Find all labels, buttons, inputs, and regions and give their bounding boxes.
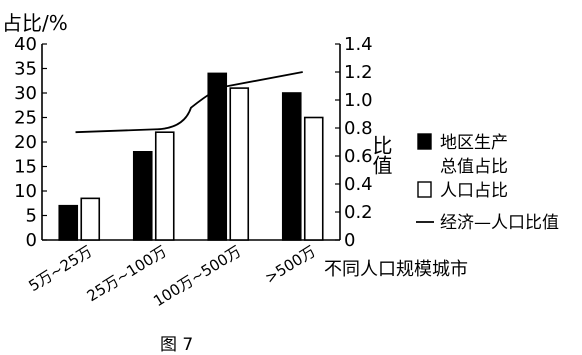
y2-tick-label-4: 0.8	[344, 118, 373, 139]
y2-axis-title: 比值	[369, 135, 393, 175]
y-tick-label-3: 15	[14, 157, 37, 178]
bar-gdp-1	[132, 151, 153, 241]
y-tick-label-6: 30	[14, 83, 37, 104]
x-axis-title: 不同人口规模城市	[324, 259, 468, 280]
y-tick-label-0: 0	[26, 230, 37, 251]
legend-label-pop: 人口占比	[440, 181, 508, 201]
legend-label-gdp-line2: 总值占比	[440, 157, 508, 177]
bar-pop-0	[80, 197, 101, 241]
bar-pop-2	[229, 87, 250, 241]
bars	[58, 72, 324, 241]
y-tick-label-1: 5	[26, 206, 37, 227]
bar-pop-1	[154, 131, 175, 241]
y2-tick-label-5: 1.0	[344, 90, 373, 111]
y-tick-label-2: 10	[14, 181, 37, 202]
ratio-line	[75, 71, 303, 134]
y2-tick-label-1: 0.2	[344, 202, 373, 223]
y-tick-label-5: 25	[14, 108, 37, 129]
y-tick-label-8: 40	[14, 34, 37, 55]
bar-gdp-2	[207, 72, 228, 241]
y-tick-label-4: 20	[14, 132, 37, 153]
y-axis-title: 占比/%	[2, 11, 68, 35]
y2-tick-label-6: 1.2	[344, 62, 373, 83]
category-label-3: >500万	[262, 242, 319, 287]
figure-caption: 图 7	[160, 335, 193, 355]
y2-tick-label-0: 0	[344, 230, 355, 251]
bar-gdp-3	[281, 92, 302, 241]
y2-tick-label-2: 0.4	[344, 174, 373, 195]
legend-label-ratio: 经济—人口比值	[440, 213, 559, 233]
legend-swatch-pop	[417, 181, 432, 198]
ratio-line-path	[75, 71, 303, 134]
y-tick-label-7: 35	[14, 59, 37, 80]
y2-tick-label-3: 0.6	[344, 146, 373, 167]
legend-label-gdp-line1: 地区生产	[440, 133, 508, 153]
legend-swatch-gdp	[417, 133, 432, 150]
tick-labels: 0 5 10 15 20 25 30 35 40 0 0.2 0.4 0.6 0.8 1.0 1.2 1.4	[14, 34, 373, 251]
bar-gdp-0	[58, 204, 79, 241]
bar-pop-3	[303, 116, 324, 241]
y2-tick-label-7: 1.4	[344, 34, 373, 55]
legend-label-gdp: 地区生产总值占比	[440, 133, 508, 177]
